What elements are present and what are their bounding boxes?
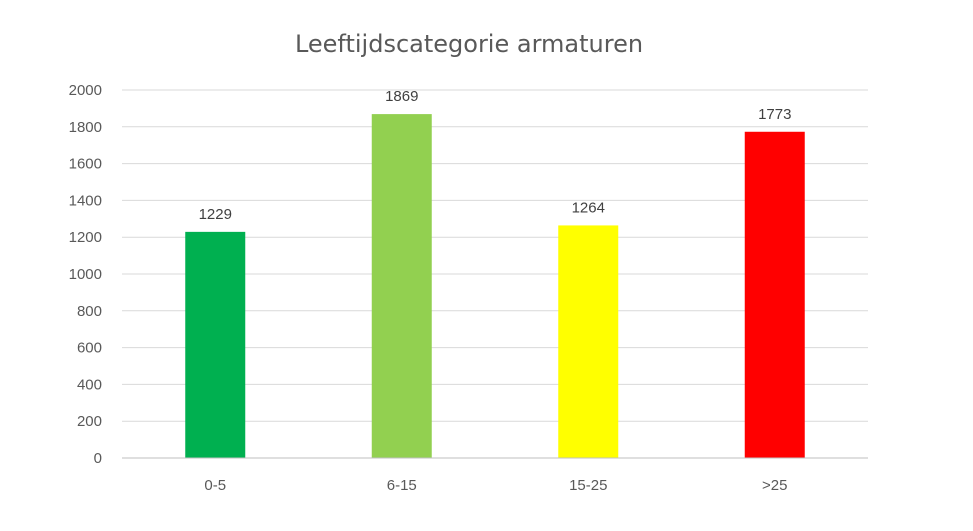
bar — [185, 231, 246, 458]
y-tick-label: 1400 — [69, 192, 102, 209]
bar — [371, 114, 432, 458]
y-tick-label: 200 — [77, 413, 102, 430]
x-tick-label: 15-25 — [569, 477, 607, 494]
data-label: 1264 — [572, 199, 605, 216]
bar — [558, 225, 619, 458]
y-tick-label: 2000 — [69, 82, 102, 99]
y-tick-label: 0 — [94, 450, 102, 467]
gridlines — [122, 89, 868, 422]
bars — [185, 114, 805, 458]
x-tick-label: >25 — [762, 477, 787, 494]
data-label: 1229 — [199, 206, 232, 223]
x-axis-tick-labels: 0-5 6-15 15-25 >25 — [204, 477, 787, 494]
y-tick-label: 400 — [77, 376, 102, 393]
y-tick-label: 1800 — [69, 119, 102, 136]
bar — [744, 131, 805, 458]
y-tick-label: 1000 — [69, 266, 102, 283]
y-tick-label: 800 — [77, 303, 102, 320]
y-tick-label: 600 — [77, 340, 102, 357]
data-label: 1869 — [385, 88, 418, 105]
x-tick-label: 0-5 — [204, 477, 226, 494]
chart-title: Leeftijdscategorie armaturen — [295, 30, 643, 58]
data-labels: 1229 1869 1264 1773 — [199, 88, 792, 223]
y-tick-label: 1200 — [69, 229, 102, 246]
x-tick-label: 6-15 — [387, 477, 417, 494]
data-label: 1773 — [758, 106, 791, 123]
y-axis-tick-labels: 0 200 400 600 800 1000 1200 1400 1600 1800 2000 — [69, 82, 102, 467]
y-tick-label: 1600 — [69, 156, 102, 173]
